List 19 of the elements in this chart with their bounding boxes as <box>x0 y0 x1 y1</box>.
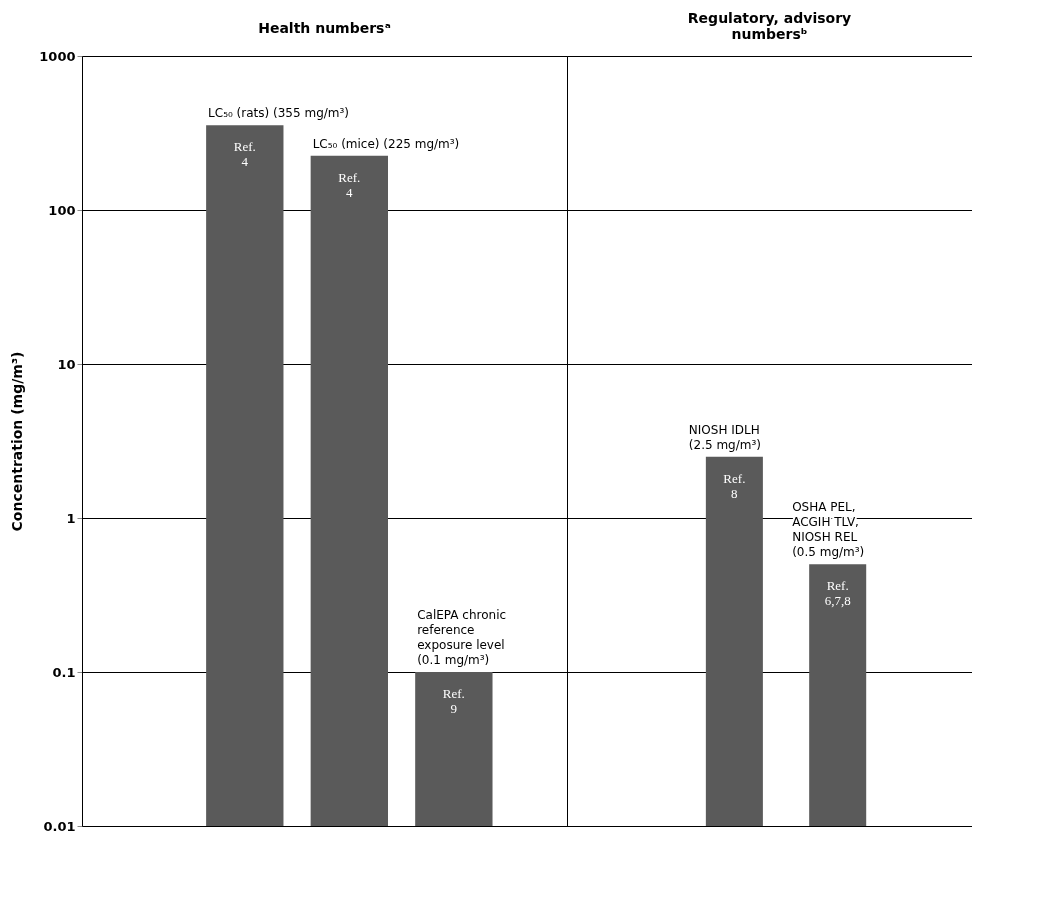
y-tick-label: 0.1 <box>52 664 76 680</box>
data-label: NIOSH IDLH (2.5 mg/m³) <box>688 422 761 452</box>
data-label: CalEPA chronic reference exposure level (0.1 mg/m³) <box>417 608 507 667</box>
annotation: Ref. 8 <box>723 470 746 501</box>
data-label: LC₅₀ (rats) (355 mg/m³) <box>208 106 349 121</box>
annotation: Ref. 4 <box>233 139 256 170</box>
annotation: Ref. 6,7,8 <box>824 578 851 609</box>
y-axis-title: Concentration (mg/m³) <box>9 351 26 532</box>
data-label: LC₅₀ (mice) (225 mg/m³) <box>312 136 460 151</box>
annotation: Ref. 4 <box>338 169 361 200</box>
chart-title: Regulatory, advisory numbersᵇ <box>687 10 852 42</box>
y-tick-label: 1 <box>66 510 76 526</box>
y-tick-label: 1000 <box>39 48 76 64</box>
annotation: Ref. 9 <box>442 686 465 716</box>
y-tick-label: 100 <box>48 202 76 218</box>
chart-title: Health numbersᵃ <box>258 20 391 36</box>
y-tick-label: 10 <box>57 356 76 372</box>
data-label: OSHA PEL, ACGIH TLV, NIOSH REL (0.5 mg/m³) <box>792 500 865 560</box>
y-tick-label: 0.01 <box>43 818 76 834</box>
